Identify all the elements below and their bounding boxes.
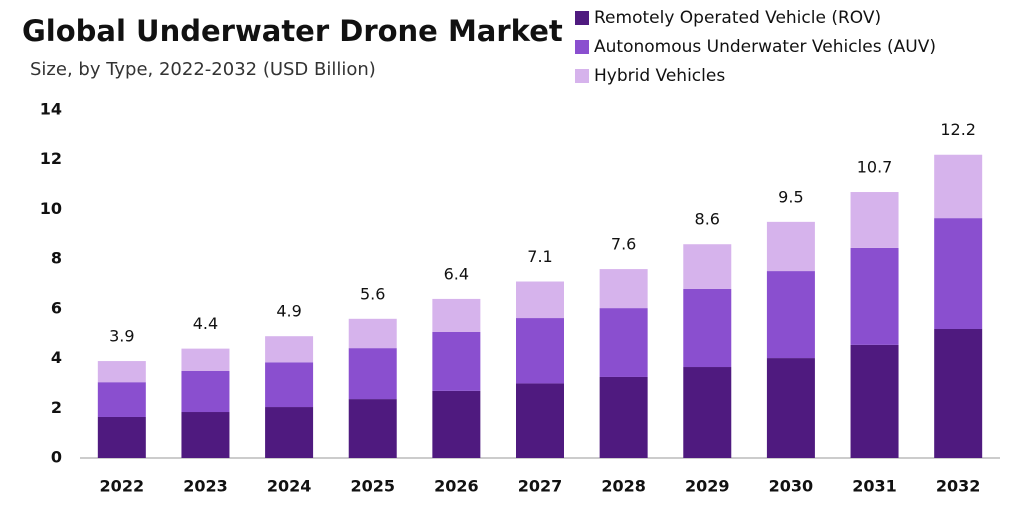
total-label: 10.7 <box>857 158 893 177</box>
bar-segment <box>265 362 314 408</box>
total-label: 6.4 <box>444 264 469 283</box>
bar-segment <box>516 318 564 384</box>
y-tick-label: 6 <box>51 298 62 317</box>
bar-segment <box>181 371 230 413</box>
bar-segment <box>766 221 815 272</box>
bar-segment <box>181 348 230 371</box>
bar-segment <box>181 412 230 458</box>
total-label: 5.6 <box>360 284 385 303</box>
bar-segment <box>432 331 481 391</box>
y-tick-label: 10 <box>40 199 62 218</box>
bar-segment <box>766 271 815 359</box>
chart-subtitle: Size, by Type, 2022-2032 (USD Billion) <box>30 59 376 80</box>
y-tick-label: 8 <box>51 249 62 268</box>
bar-segment <box>265 336 314 363</box>
legend-label: Autonomous Underwater Vehicles (AUV) <box>594 37 936 57</box>
total-label: 3.9 <box>109 327 134 346</box>
bar-segment <box>683 288 732 368</box>
x-tick-label: 2030 <box>769 477 814 496</box>
bar-segment <box>850 247 899 345</box>
bar-segment <box>348 318 397 349</box>
total-label: 12.2 <box>940 120 976 139</box>
bar-segment <box>683 244 732 289</box>
y-tick-label: 4 <box>51 348 62 367</box>
chart-title: Global Underwater Drone Market <box>22 14 563 48</box>
bar-segment <box>97 382 146 417</box>
bar-segment <box>516 383 564 458</box>
total-label: 7.1 <box>527 247 552 266</box>
x-tick-label: 2027 <box>518 477 563 496</box>
bar-segment <box>516 281 564 319</box>
bar-segment <box>348 348 397 400</box>
x-tick-label: 2026 <box>434 477 479 496</box>
total-label: 7.6 <box>611 235 636 254</box>
y-tick-label: 0 <box>51 448 62 467</box>
y-tick-label: 2 <box>51 398 62 417</box>
legend-label: Remotely Operated Vehicle (ROV) <box>594 8 881 28</box>
bar-segment <box>850 344 899 458</box>
legend-swatch <box>575 11 589 25</box>
bar-segment <box>599 308 648 377</box>
total-label: 8.6 <box>695 210 720 229</box>
bar-segment <box>934 218 983 329</box>
bar-segment <box>432 390 481 458</box>
x-tick-label: 2022 <box>100 477 145 496</box>
bar-segment <box>265 407 314 458</box>
bar-segment <box>934 154 983 219</box>
total-label: 4.9 <box>276 302 301 321</box>
y-tick-label: 12 <box>40 149 62 168</box>
total-label: 9.5 <box>778 187 803 206</box>
total-label: 4.4 <box>193 314 218 333</box>
bar-segment <box>97 416 146 458</box>
legend-swatch <box>575 69 589 83</box>
bar-segment <box>348 399 397 458</box>
x-tick-label: 2023 <box>183 477 228 496</box>
x-tick-label: 2032 <box>936 477 981 496</box>
bar-segment <box>766 358 815 458</box>
legend-label: Hybrid Vehicles <box>594 66 725 86</box>
bar-segment <box>850 192 899 248</box>
x-tick-label: 2029 <box>685 477 730 496</box>
bar-segment <box>599 376 648 458</box>
bar-segment <box>599 269 648 309</box>
legend-swatch <box>575 40 589 54</box>
bar-segment <box>432 298 481 332</box>
x-tick-label: 2028 <box>601 477 646 496</box>
x-tick-label: 2031 <box>852 477 897 496</box>
x-tick-label: 2024 <box>267 477 312 496</box>
bar-segment <box>683 367 732 458</box>
y-tick-label: 14 <box>40 100 62 119</box>
x-tick-label: 2025 <box>350 477 395 496</box>
bar-segment <box>97 361 146 383</box>
bar-segment <box>934 328 983 458</box>
